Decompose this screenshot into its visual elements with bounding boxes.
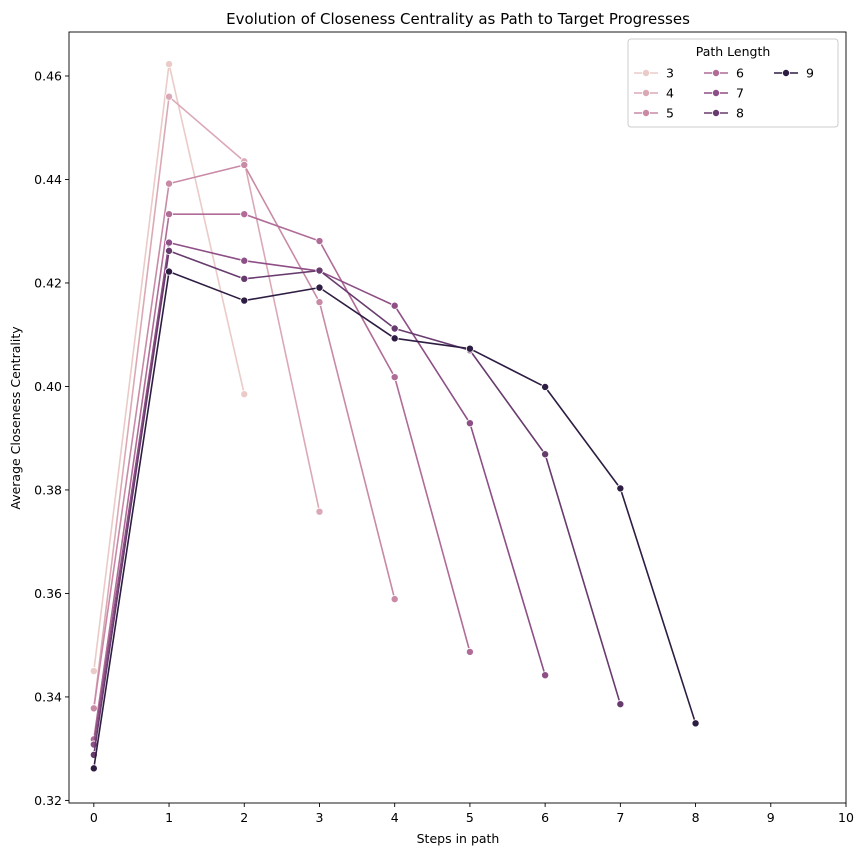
data-point — [240, 160, 249, 169]
legend-swatch-marker — [642, 89, 651, 98]
x-tick-label: 1 — [165, 810, 173, 825]
legend-label: 4 — [666, 86, 674, 101]
x-tick-label: 3 — [315, 810, 323, 825]
data-point — [315, 237, 324, 246]
y-axis-title: Average Closeness Centrality — [8, 326, 23, 510]
x-tick-label: 5 — [466, 810, 474, 825]
x-axis-title: Steps in path — [417, 831, 500, 846]
y-tick-label: 0.34 — [34, 689, 62, 704]
data-point — [390, 301, 399, 310]
legend-swatch-marker — [642, 109, 651, 118]
data-point — [165, 179, 174, 188]
data-point — [165, 60, 174, 69]
legend-label: 7 — [736, 86, 744, 101]
y-tick-label: 0.38 — [34, 482, 62, 497]
plot-frame — [68, 31, 847, 804]
legend-item-4: 4 — [634, 86, 674, 101]
legend: Path Length 3 4 5 6 7 8 9 — [627, 38, 839, 128]
legend-label: 9 — [806, 66, 814, 81]
series-line — [93, 213, 471, 740]
legend-swatch-marker — [712, 109, 721, 118]
legend-label: 5 — [666, 106, 674, 121]
x-axis: 0 1 2 3 4 5 6 7 8 9 10 — [90, 803, 854, 825]
data-point — [165, 238, 174, 247]
data-point — [315, 298, 324, 307]
x-tick-label: 9 — [767, 810, 775, 825]
legend-swatch-marker — [782, 69, 791, 78]
data-point — [541, 450, 550, 459]
series-9 — [89, 267, 700, 773]
data-point — [390, 373, 399, 382]
series-line — [93, 270, 697, 769]
data-point — [89, 764, 98, 773]
series-8 — [89, 246, 625, 759]
legend-item-5: 5 — [634, 106, 674, 121]
data-point — [465, 419, 474, 428]
data-point — [240, 256, 249, 265]
y-tick-label: 0.42 — [34, 275, 62, 290]
x-tick-label: 2 — [240, 810, 248, 825]
data-point — [541, 671, 550, 680]
y-axis: 0.32 0.34 0.36 0.38 0.40 0.42 0.44 0.46 — [34, 68, 69, 808]
series-5 — [89, 160, 399, 713]
series-line — [93, 164, 396, 709]
y-tick-label: 0.44 — [34, 172, 62, 187]
x-tick-label: 6 — [541, 810, 549, 825]
data-point — [315, 266, 324, 275]
data-point — [240, 390, 249, 399]
legend-label: 6 — [736, 66, 744, 81]
series-layer — [89, 60, 700, 773]
legend-title: Path Length — [696, 44, 771, 59]
data-point — [240, 296, 249, 305]
legend-swatch-marker — [712, 69, 721, 78]
data-point — [165, 246, 174, 255]
data-point — [390, 324, 399, 333]
y-tick-label: 0.36 — [34, 586, 62, 601]
x-tick-label: 8 — [692, 810, 700, 825]
y-tick-label: 0.46 — [34, 68, 62, 83]
data-point — [89, 667, 98, 676]
x-tick-label: 7 — [616, 810, 624, 825]
legend-box — [627, 38, 839, 128]
data-point — [541, 382, 550, 391]
data-point — [165, 92, 174, 101]
legend-swatch-marker — [712, 89, 721, 98]
data-point — [315, 507, 324, 516]
legend-swatch-marker — [642, 69, 651, 78]
data-point — [616, 484, 625, 493]
legend-item-9: 9 — [774, 66, 814, 81]
legend-item-3: 3 — [634, 66, 674, 81]
series-line — [93, 95, 321, 709]
series-3 — [89, 60, 249, 676]
data-point — [240, 210, 249, 219]
legend-item-6: 6 — [704, 66, 744, 81]
data-point — [165, 267, 174, 276]
data-point — [89, 704, 98, 713]
data-point — [240, 274, 249, 283]
data-point — [390, 595, 399, 604]
x-tick-label: 10 — [838, 810, 854, 825]
x-tick-label: 0 — [90, 810, 98, 825]
chart-title: Evolution of Closeness Centrality as Pat… — [226, 10, 690, 28]
legend-label: 3 — [666, 66, 674, 81]
data-point — [691, 719, 700, 728]
data-point — [315, 283, 324, 292]
data-point — [616, 700, 625, 709]
y-tick-label: 0.32 — [34, 793, 62, 808]
legend-item-7: 7 — [704, 86, 744, 101]
series-4 — [89, 92, 324, 713]
data-point — [465, 344, 474, 353]
series-line — [93, 250, 622, 755]
legend-label: 8 — [736, 106, 744, 121]
data-point — [165, 210, 174, 219]
data-point — [465, 647, 474, 656]
legend-item-8: 8 — [704, 106, 744, 121]
x-tick-label: 4 — [391, 810, 399, 825]
series-6 — [89, 210, 474, 744]
y-tick-label: 0.40 — [34, 379, 62, 394]
data-point — [390, 334, 399, 343]
